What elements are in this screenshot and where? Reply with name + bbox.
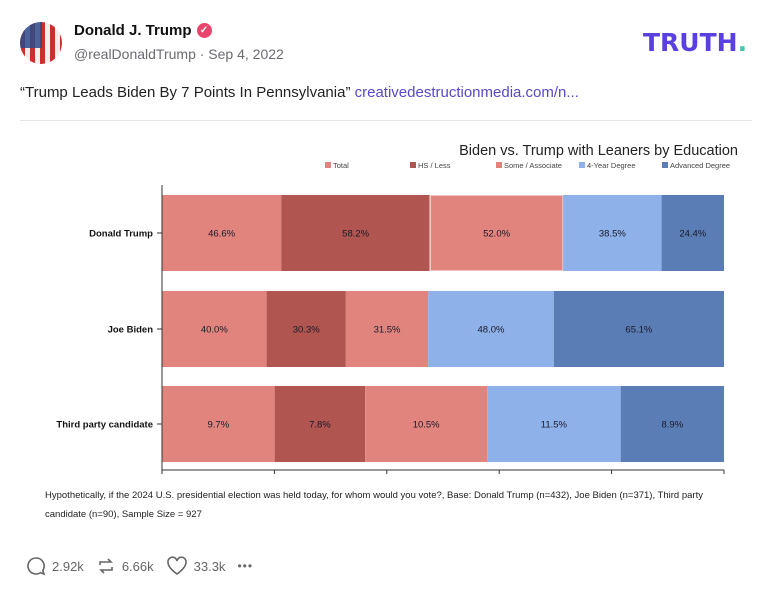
legend-swatch: [579, 162, 585, 168]
legend-swatch: [410, 162, 416, 168]
legend-label: Some / Associate: [504, 161, 562, 170]
truth-logo: TRUTH.: [643, 28, 748, 57]
more-options-button[interactable]: •••: [237, 559, 254, 573]
data-label: 7.8%: [309, 420, 331, 431]
data-label: 9.7%: [207, 420, 229, 431]
author-handle-date[interactable]: @realDonaldTrump · Sep 4, 2022: [74, 46, 284, 62]
bar-segment: [274, 386, 366, 462]
data-label: 58.2%: [342, 229, 369, 240]
data-label: 52.0%: [483, 229, 510, 240]
data-label: 11.5%: [541, 420, 568, 431]
legend-swatch: [662, 162, 668, 168]
bar-segment: [365, 386, 488, 462]
heart-icon: [166, 556, 187, 575]
bar-segment: [162, 291, 267, 367]
author-name[interactable]: Donald J. Trump ✓: [74, 22, 212, 39]
bar-segment: [563, 195, 662, 271]
legend-swatch: [325, 162, 331, 168]
data-label: 8.9%: [662, 420, 684, 431]
bar-segment: [553, 291, 724, 367]
data-label: 65.1%: [625, 325, 652, 336]
data-label: 48.0%: [478, 325, 505, 336]
category-label: Joe Biden: [108, 325, 154, 336]
bar-segment: [661, 195, 724, 271]
bar-segment: [428, 291, 554, 367]
data-label: 31.5%: [374, 325, 401, 336]
data-label: 46.6%: [208, 229, 235, 240]
reply-icon: [27, 557, 46, 576]
retruth-icon: [98, 558, 113, 574]
legend-swatch: [496, 162, 502, 168]
post-link[interactable]: creativedestructionmedia.com/n...: [354, 84, 579, 101]
data-label: 38.5%: [599, 229, 626, 240]
bar-segment: [345, 291, 429, 367]
chart-title: Biden vs. Trump with Leaners by Educatio…: [459, 143, 738, 159]
post-text: “Trump Leads Biden By 7 Points In Pennsy…: [20, 84, 579, 101]
legend-label: Advanced Degree: [670, 161, 730, 170]
bar-segment: [620, 386, 724, 462]
category-label: Third party candidate: [56, 420, 153, 431]
like-button[interactable]: 33.3k: [166, 556, 225, 576]
legend-label: 4-Year Degree: [587, 161, 636, 170]
data-label: 24.4%: [679, 229, 706, 240]
data-label: 10.5%: [413, 420, 440, 431]
retruth-button[interactable]: 6.66k: [96, 556, 154, 576]
bar-segment: [162, 386, 275, 462]
bar-segment: [487, 386, 621, 462]
data-label: 30.3%: [293, 325, 320, 336]
bar-segment: [281, 195, 431, 271]
category-label: Donald Trump: [89, 229, 153, 240]
reply-button[interactable]: 2.92k: [26, 556, 84, 576]
bar-segment: [162, 195, 282, 271]
legend-label: HS / Less: [418, 161, 451, 170]
bar-segment: [429, 194, 564, 272]
post-actions: 2.92k 6.66k 33.3k •••: [26, 556, 253, 576]
avatar[interactable]: [20, 22, 62, 64]
verified-badge-icon: ✓: [196, 23, 212, 38]
chart-footnote: Hypothetically, if the 2024 U.S. preside…: [45, 490, 703, 520]
data-label: 40.0%: [201, 325, 228, 336]
bar-segment: [266, 291, 346, 367]
legend-label: Total: [333, 161, 349, 170]
